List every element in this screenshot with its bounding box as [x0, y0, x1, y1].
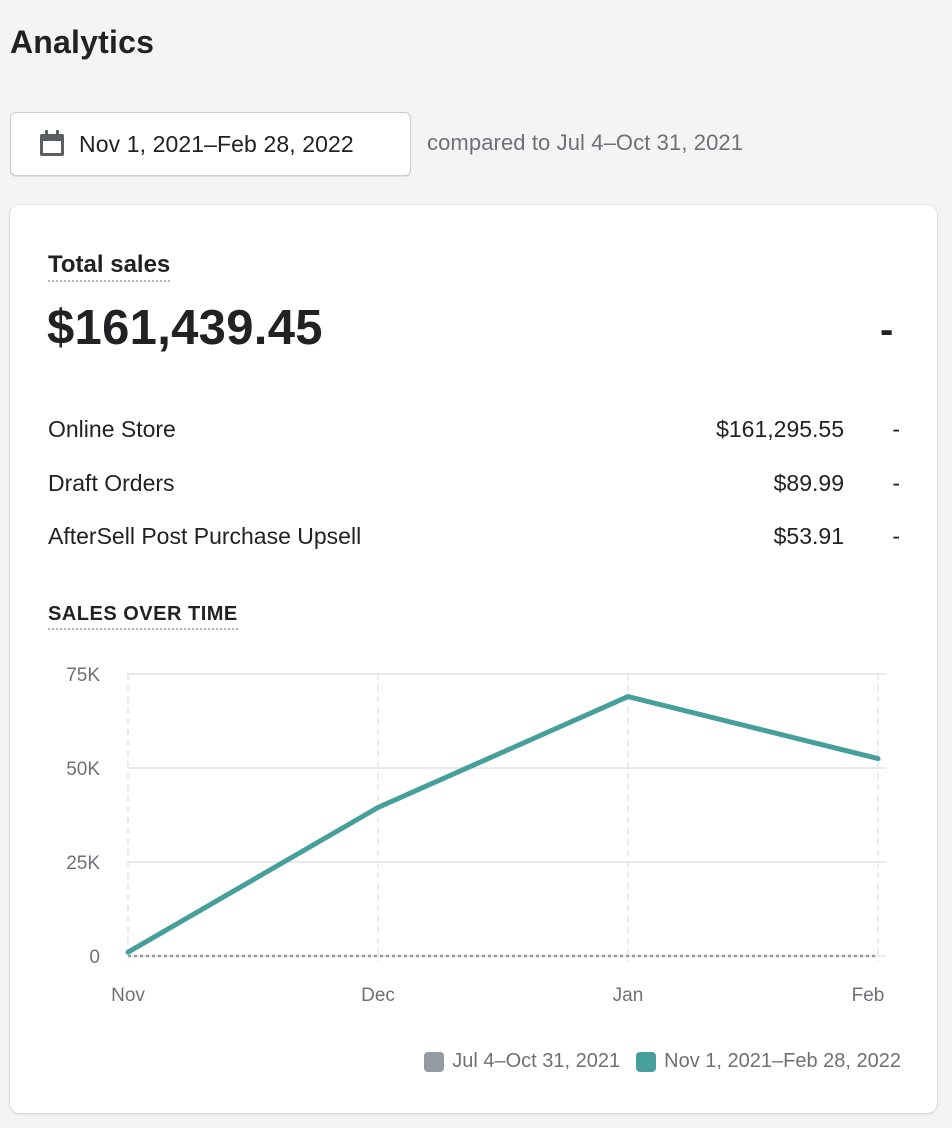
breakdown-row-draft-orders: Draft Orders $89.99 - — [48, 470, 900, 502]
x-tick-label: Jan — [613, 985, 644, 1006]
calendar-icon — [40, 130, 64, 156]
total-sales-value: $161,439.45 — [47, 301, 323, 355]
legend-item-current[interactable]: Nov 1, 2021–Feb 28, 2022 — [636, 1050, 901, 1073]
x-tick-label: Dec — [361, 985, 395, 1006]
series-line-current — [125, 694, 881, 955]
x-tick-label: Feb — [852, 985, 885, 1006]
x-tick-label: Nov — [111, 985, 145, 1006]
legend-label-current: Nov 1, 2021–Feb 28, 2022 — [664, 1050, 901, 1072]
total-sales-change: - — [880, 308, 894, 352]
y-tick-label: 0 — [89, 947, 100, 968]
y-tick-label: 75K — [66, 665, 100, 686]
legend-label-previous: Jul 4–Oct 31, 2021 — [452, 1050, 621, 1072]
date-range-label: Nov 1, 2021–Feb 28, 2022 — [79, 130, 354, 157]
sales-over-time-title[interactable]: SALES OVER TIME — [48, 603, 238, 630]
breakdown-amount: $53.91 — [773, 523, 844, 549]
sales-over-time-chart: 0 25K 50K 75K Nov Dec Jan Feb — [66, 665, 886, 1006]
total-sales-card: Total sales $161,439.45 - Online Store $… — [10, 205, 937, 1113]
comparison-text: compared to Jul 4–Oct 31, 2021 — [427, 130, 744, 155]
chart-legend: Jul 4–Oct 31, 2021 Nov 1, 2021–Feb 28, 2… — [424, 1050, 901, 1073]
page-title: Analytics — [10, 24, 155, 60]
breakdown-change: - — [892, 523, 900, 549]
breakdown-change: - — [892, 470, 900, 496]
breakdown-change: - — [892, 416, 900, 442]
legend-item-previous[interactable]: Jul 4–Oct 31, 2021 — [424, 1050, 620, 1073]
breakdown-row-aftersell: AfterSell Post Purchase Upsell $53.91 - — [48, 523, 900, 555]
legend-swatch-current — [636, 1051, 657, 1072]
breakdown-name: Draft Orders — [48, 470, 175, 496]
total-sales-title[interactable]: Total sales — [48, 251, 171, 282]
breakdown-row-online-store: Online Store $161,295.55 - — [48, 416, 900, 448]
breakdown-amount: $161,295.55 — [716, 416, 844, 442]
breakdown-name: Online Store — [48, 416, 176, 442]
date-range-picker-button[interactable]: Nov 1, 2021–Feb 28, 2022 — [10, 112, 411, 176]
breakdown-name: AfterSell Post Purchase Upsell — [48, 523, 362, 549]
legend-swatch-previous — [424, 1051, 445, 1072]
y-tick-label: 25K — [66, 853, 100, 874]
breakdown-amount: $89.99 — [773, 470, 844, 496]
y-tick-label: 50K — [66, 759, 100, 780]
